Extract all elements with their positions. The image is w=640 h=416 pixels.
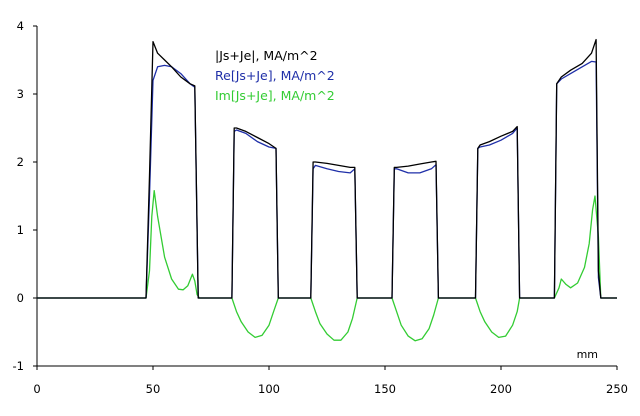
y-tick-label: 3 <box>17 87 24 101</box>
x-axis-unit-label: mm <box>577 348 598 361</box>
series-abs-line <box>37 38 617 299</box>
series-im-line <box>37 189 617 342</box>
x-tick-label: 250 <box>606 382 628 396</box>
y-tick-label: 4 <box>17 19 24 33</box>
x-tick-label: 150 <box>374 382 396 396</box>
y-tick-label: 1 <box>17 223 24 237</box>
legend-entry-abs: |Js+Je|, MA/m^2 <box>215 48 318 63</box>
x-tick-label: 200 <box>490 382 512 396</box>
y-tick-label: 2 <box>17 155 24 169</box>
legend-entry-re: Re[Js+Je], MA/m^2 <box>215 68 335 83</box>
legend-entry-im: Im[Js+Je], MA/m^2 <box>215 88 335 103</box>
series-lines <box>37 38 617 342</box>
axes: -1 0 1 2 3 4 0 50 100 150 200 250 <box>13 19 628 396</box>
y-tick-label: -1 <box>13 359 24 373</box>
x-tick-label: 0 <box>33 382 40 396</box>
x-tick-label: 100 <box>258 382 280 396</box>
y-tick-label: 0 <box>17 291 24 305</box>
legend: |Js+Je|, MA/m^2 Re[Js+Je], MA/m^2 Im[Js+Je… <box>215 48 335 103</box>
x-tick-label: 50 <box>146 382 161 396</box>
